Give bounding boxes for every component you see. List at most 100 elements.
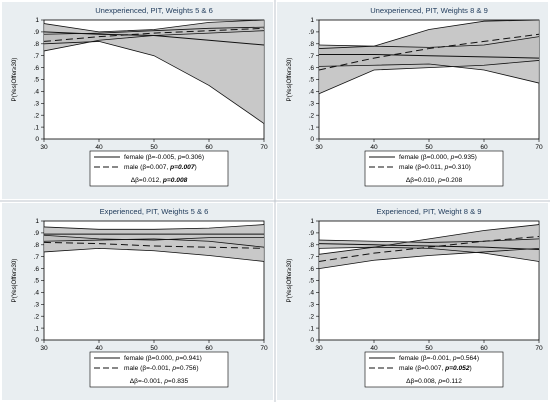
series-line-female <box>319 54 540 59</box>
legend-delta: Δβ=-0.001, p=0.835 <box>130 378 189 385</box>
y-tick-label: 0 <box>310 337 314 344</box>
y-tick-label: .4 <box>34 89 40 96</box>
ci-edge-female <box>318 238 540 243</box>
y-tick-label: .4 <box>34 290 40 297</box>
ci-edge-male <box>43 234 264 241</box>
y-tick-label: .1 <box>34 325 40 332</box>
y-axis-label: P(Yes|Offer≥30) <box>286 58 293 102</box>
y-tick-label: .7 <box>309 53 315 60</box>
ci-edge-female <box>43 19 265 33</box>
ci-edge-female <box>43 238 265 248</box>
y-axis-label: P(Yes|Offer≥30) <box>11 259 18 303</box>
ci-band-male <box>44 235 264 262</box>
x-tick-label: 70 <box>260 144 268 151</box>
y-axis-label: P(Yes|Offer≥30) <box>286 259 293 303</box>
ci-band-female <box>44 224 264 248</box>
y-tick-label: 0 <box>35 337 39 344</box>
series-line-female <box>318 243 540 251</box>
chart-panel-3: Experienced, PIT, Weights 5 & 6 0 .1 .2 .3 .4… <box>2 203 273 400</box>
y-tick-label: .4 <box>309 89 315 96</box>
chart-title: Experienced, PIT, Weights 5 & 6 <box>100 207 209 216</box>
y-tick-label: .6 <box>309 65 315 72</box>
chart-title: Unexperienced, PIT, Weights 8 & 9 <box>370 6 488 15</box>
ci-edge-male <box>318 19 540 49</box>
legend-entry: female (β=0.000, p=0.935) <box>399 154 477 161</box>
y-tick-label: .3 <box>34 101 40 108</box>
chart-panel-4: Experienced, PIT, Weight 8 & 9 0 .1 .2 .3 .4.… <box>277 203 548 400</box>
ci-edge-female <box>43 41 265 124</box>
x-tick-label: 70 <box>535 345 543 352</box>
series-line-female <box>43 31 265 46</box>
x-tick-label: 50 <box>425 144 433 151</box>
y-tick-label: .8 <box>309 41 315 48</box>
legend-delta: Δβ=0.010, p=0.208 <box>406 177 463 184</box>
y-tick-label: .3 <box>309 101 315 108</box>
x-tick-label: 60 <box>480 345 488 352</box>
chart-title: Experienced, PIT, Weight 8 & 9 <box>377 207 482 216</box>
y-tick-label: .3 <box>309 302 315 309</box>
ci-edge-female <box>318 36 540 48</box>
y-tick-label: .1 <box>309 124 315 131</box>
legend-entry: female (β=-0.001, p=0.564) <box>399 355 479 362</box>
y-tick-label: .7 <box>34 254 40 261</box>
y-tick-label: .8 <box>34 41 40 48</box>
y-tick-label: .3 <box>34 302 40 309</box>
x-tick-label: 60 <box>205 144 213 151</box>
legend-entry: male (β=-0.001, p=0.756) <box>124 365 199 372</box>
ci-band-female <box>44 20 264 124</box>
x-tick-label: 60 <box>480 144 488 151</box>
x-tick-label: 60 <box>205 345 213 352</box>
x-tick-label: 50 <box>425 345 433 352</box>
y-tick-label: .6 <box>309 266 315 273</box>
x-tick-label: 40 <box>95 345 103 352</box>
chart-panel-2: Unexperienced, PIT, Weights 8 & 9 0 .1 .2 .3… <box>277 2 548 199</box>
series-line-male <box>318 33 540 71</box>
y-tick-label: 0 <box>35 136 39 143</box>
x-tick-label: 30 <box>40 345 48 352</box>
y-tick-label: 1 <box>35 17 39 24</box>
y-tick-label: .7 <box>309 254 315 261</box>
y-tick-label: .5 <box>34 77 40 84</box>
x-tick-label: 30 <box>40 144 48 151</box>
chart-title: Unexperienced, PIT, Weights 5 & 6 <box>95 6 213 15</box>
chart-panel-1: Unexperienced, PIT, Weights 5 & 6 0 .1 .2 .3… <box>2 2 273 199</box>
series-line-male <box>43 27 265 42</box>
legend-entry: male (β=0.007, p=0.052) <box>399 365 472 372</box>
ci-edge-female <box>43 224 265 230</box>
y-tick-label: .4 <box>309 290 315 297</box>
series-line-male <box>43 241 265 249</box>
y-tick-label: .2 <box>34 313 40 320</box>
legend-delta: Δβ=0.008, p=0.112 <box>406 378 462 385</box>
legend-delta: Δβ=0.012, p=0.008 <box>131 177 188 184</box>
ci-edge-male <box>43 247 265 262</box>
y-tick-label: .2 <box>34 112 40 119</box>
y-tick-label: 1 <box>310 17 314 24</box>
y-tick-label: .9 <box>34 230 40 237</box>
y-tick-label: 1 <box>35 218 39 225</box>
ci-edge-male <box>318 247 540 269</box>
y-tick-label: .1 <box>34 124 40 131</box>
legend-entry: male (β=0.007, p=0.007) <box>124 164 197 171</box>
x-tick-label: 30 <box>315 144 323 151</box>
legend-entry: female (β=0.000, p=0.941) <box>124 355 202 362</box>
x-tick-label: 40 <box>370 144 378 151</box>
ci-edge-male <box>318 60 540 95</box>
legend-entry: female (β=-0.005, p=0.306) <box>124 154 204 161</box>
y-tick-label: .2 <box>309 313 315 320</box>
ci-edge-female <box>318 63 540 84</box>
y-tick-label: .8 <box>309 242 315 249</box>
x-tick-label: 40 <box>95 144 103 151</box>
y-tick-label: .9 <box>309 29 315 36</box>
y-tick-label: .5 <box>309 278 315 285</box>
y-tick-label: .5 <box>309 77 315 84</box>
y-tick-label: .6 <box>34 266 40 273</box>
y-tick-label: .6 <box>34 65 40 72</box>
x-tick-label: 50 <box>150 345 158 352</box>
y-tick-label: .5 <box>34 278 40 285</box>
x-tick-label: 50 <box>150 144 158 151</box>
y-tick-label: 0 <box>310 136 314 143</box>
x-tick-label: 70 <box>260 345 268 352</box>
y-tick-label: .1 <box>309 325 315 332</box>
x-tick-label: 70 <box>535 144 543 151</box>
